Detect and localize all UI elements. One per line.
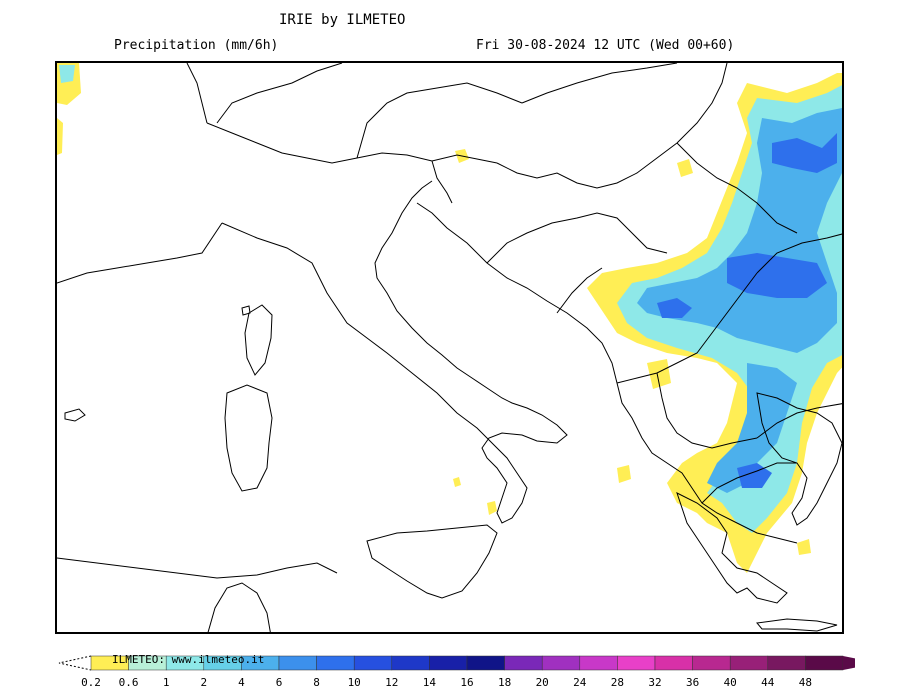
colorbar-tick-label: 16 — [460, 676, 473, 689]
precip-spot-aegean — [797, 539, 811, 555]
colorbar-swatch — [805, 655, 844, 671]
colorbar-tick-label: 0.2 — [81, 676, 101, 689]
colorbar-swatch — [729, 655, 769, 671]
precip-spot-ionian — [617, 465, 631, 483]
france-coast — [57, 222, 223, 284]
precip-core-north — [772, 133, 837, 173]
aegean-coast — [756, 392, 842, 526]
colorbar-swatch — [353, 655, 393, 671]
precipitation-map — [55, 61, 844, 634]
africa-coast — [57, 557, 338, 579]
colorbar-tick-label: 2 — [200, 676, 207, 689]
greece-coast — [676, 492, 788, 604]
precip-area-w — [57, 118, 63, 155]
colorbar-tick-label: 10 — [348, 676, 361, 689]
colorbar-tick-label: 12 — [385, 676, 398, 689]
precip-area-nw-core — [59, 65, 75, 83]
colorbar-swatch — [391, 655, 430, 671]
colorbar-swatch — [466, 655, 505, 671]
colorbar-swatch — [429, 655, 468, 671]
coastlines — [57, 122, 842, 632]
colorbar-tick-label: 8 — [313, 676, 320, 689]
colorbar-tick-label: 48 — [799, 676, 812, 689]
colorbar-tick-label: 0.6 — [119, 676, 139, 689]
tunisia-coast — [207, 582, 271, 632]
sardinia-coast — [224, 384, 273, 492]
colorbar-swatch — [617, 655, 656, 671]
colorbar-tick-label: 20 — [536, 676, 549, 689]
colorbar-tick-label: 24 — [573, 676, 587, 689]
colorbar-upper-arrow — [843, 656, 855, 670]
precip-spot-hungary — [677, 159, 693, 177]
precip-core-central — [727, 253, 827, 298]
colorbar-tick-label: 6 — [276, 676, 283, 689]
precip-core-west — [657, 298, 692, 318]
crete-coast — [756, 618, 838, 632]
colorbar-swatch — [278, 655, 317, 671]
colorbar-tick-label: 28 — [611, 676, 624, 689]
precipitation-fields — [57, 63, 842, 573]
colorbar-swatch — [692, 655, 731, 671]
precip-area-greece-mid — [707, 363, 797, 493]
balkan-coast — [416, 202, 798, 544]
map-title: IRIE by ILMETEO — [279, 12, 406, 28]
colorbar-tick-label: 14 — [423, 676, 437, 689]
corsica-coast — [244, 304, 273, 376]
national-borders — [186, 63, 842, 504]
run-timestamp: Fri 30-08-2024 12 UTC (Wed 00+60) — [476, 38, 735, 53]
sicily-coast — [366, 524, 498, 599]
precip-spot-adriatic — [647, 359, 671, 389]
map-canvas — [57, 63, 842, 632]
precip-spot-calabria — [487, 501, 497, 515]
colorbar-lower-arrow — [58, 655, 92, 671]
precipitation-colorbar: 0.2 0.6 1 2 4 6 8 10 12 14 16 18 20 24 28 32 36 40 44 48 — [58, 655, 855, 689]
colorbar-tick-label: 40 — [724, 676, 737, 689]
colorbar-tick-label: 1 — [163, 676, 170, 689]
balearic — [64, 408, 86, 422]
colorbar-swatch — [654, 655, 693, 671]
colorbar-tick-label: 44 — [761, 676, 775, 689]
elba — [241, 305, 251, 316]
precip-spot-sicily — [453, 477, 461, 487]
watermark-label: ILMETEO: www.ilmeteo.it — [112, 653, 265, 666]
colorbar-swatch — [504, 655, 543, 671]
precip-core-south — [737, 463, 772, 488]
colorbar-swatch — [541, 655, 581, 671]
italy-coast — [221, 180, 568, 524]
colorbar-swatch — [579, 655, 618, 671]
colorbar-swatch — [767, 655, 806, 671]
colorbar-tick-label: 32 — [648, 676, 661, 689]
variable-label: Precipitation (mm/6h) — [114, 38, 279, 53]
colorbar-tick-label: 36 — [686, 676, 699, 689]
italy-alps-border — [206, 122, 498, 164]
colorbar-tick-label: 4 — [238, 676, 245, 689]
colorbar-swatch — [316, 655, 355, 671]
colorbar-tick-label: 18 — [498, 676, 511, 689]
